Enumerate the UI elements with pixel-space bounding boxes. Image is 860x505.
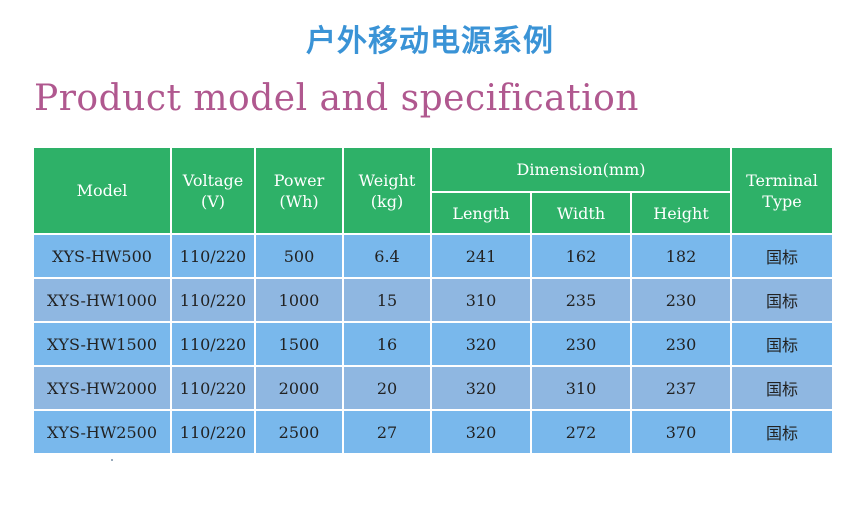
- cell-power: 1000: [254, 277, 344, 323]
- header-weight-label: Weight: [358, 170, 416, 190]
- cell-width: 230: [530, 321, 632, 367]
- cell-voltage: 110/220: [170, 365, 256, 411]
- table-row: XYS-HW1500 110/220 1500 16 320 230 230 国…: [32, 321, 835, 367]
- cell-length: 320: [430, 409, 532, 455]
- cell-weight: 20: [342, 365, 432, 411]
- page-title-chinese: 户外移动电源系例: [306, 24, 554, 59]
- header-length: Length: [430, 191, 532, 235]
- header-weight-unit: (kg): [370, 191, 404, 211]
- header-voltage-unit: (V): [200, 191, 226, 211]
- header-terminal-label: Terminal: [746, 170, 818, 190]
- header-width: Width: [530, 191, 632, 235]
- cell-model: XYS-HW1500: [32, 321, 172, 367]
- cell-height: 230: [629, 277, 733, 323]
- header-terminal: Terminal Type: [730, 146, 835, 235]
- header-power-label: Power: [273, 170, 325, 190]
- decorative-dot: [111, 459, 113, 461]
- cell-terminal: 国标: [730, 409, 835, 455]
- cell-power: 2000: [254, 365, 344, 411]
- header-power-unit: (Wh): [279, 191, 319, 211]
- cell-height: 182: [629, 233, 733, 279]
- cell-model: XYS-HW2500: [32, 409, 172, 455]
- cell-length: 320: [430, 365, 532, 411]
- cell-voltage: 110/220: [170, 233, 256, 279]
- page-title-english: Product model and specification: [34, 78, 639, 119]
- cell-width: 310: [530, 365, 632, 411]
- cell-length: 241: [430, 233, 532, 279]
- table-row: XYS-HW2500 110/220 2500 27 320 272 370 国…: [32, 409, 835, 455]
- header-model: Model: [32, 146, 172, 235]
- cell-voltage: 110/220: [170, 409, 256, 455]
- cell-power: 1500: [254, 321, 344, 367]
- cell-model: XYS-HW1000: [32, 277, 172, 323]
- header-voltage-label: Voltage: [182, 170, 244, 190]
- cell-power: 500: [254, 233, 344, 279]
- table-row: XYS-HW2000 110/220 2000 20 320 310 237 国…: [32, 365, 835, 411]
- specification-table: Model Voltage (V) Power (Wh) Weight (kg)…: [32, 146, 835, 455]
- header-terminal-type: Type: [762, 191, 802, 211]
- cell-width: 162: [530, 233, 632, 279]
- cell-weight: 6.4: [342, 233, 432, 279]
- table-row: XYS-HW500 110/220 500 6.4 241 162 182 国标: [32, 233, 835, 279]
- cell-length: 320: [430, 321, 532, 367]
- cell-height: 237: [629, 365, 733, 411]
- cell-voltage: 110/220: [170, 321, 256, 367]
- cell-height: 230: [629, 321, 733, 367]
- cell-terminal: 国标: [730, 321, 835, 367]
- cell-weight: 16: [342, 321, 432, 367]
- cell-weight: 27: [342, 409, 432, 455]
- cell-width: 235: [530, 277, 632, 323]
- cell-terminal: 国标: [730, 277, 835, 323]
- cell-terminal: 国标: [730, 233, 835, 279]
- cell-height: 370: [629, 409, 733, 455]
- table-row: XYS-HW1000 110/220 1000 15 310 235 230 国…: [32, 277, 835, 323]
- header-dimension: Dimension(mm): [429, 146, 733, 193]
- header-voltage: Voltage (V): [170, 146, 256, 235]
- cell-model: XYS-HW2000: [32, 365, 172, 411]
- header-power: Power (Wh): [254, 146, 344, 235]
- cell-model: XYS-HW500: [32, 233, 172, 279]
- cell-terminal: 国标: [730, 365, 835, 411]
- cell-weight: 15: [342, 277, 432, 323]
- cell-width: 272: [530, 409, 632, 455]
- cell-power: 2500: [254, 409, 344, 455]
- cell-length: 310: [430, 277, 532, 323]
- header-height: Height: [629, 191, 733, 235]
- cell-voltage: 110/220: [170, 277, 256, 323]
- header-weight: Weight (kg): [342, 146, 432, 235]
